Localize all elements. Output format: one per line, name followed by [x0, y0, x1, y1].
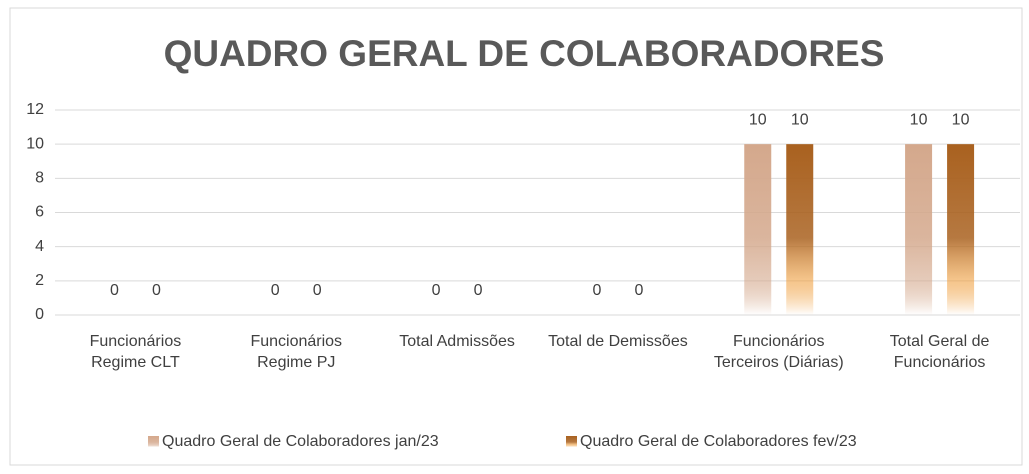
data-label: 0	[474, 282, 483, 299]
chart-title: QUADRO GERAL DE COLABORADORES	[164, 33, 885, 74]
data-label: 0	[592, 282, 601, 299]
data-label: 0	[152, 282, 161, 299]
x-tick-label: Funcionários Regime PJ	[250, 333, 342, 371]
bar	[786, 144, 814, 315]
legend-label: Quadro Geral de Colaboradores fev/23	[580, 433, 857, 450]
legend-swatch	[148, 436, 159, 447]
legend-label: Quadro Geral de Colaboradores jan/23	[162, 433, 439, 450]
y-tick-label: 2	[35, 272, 44, 289]
x-tick-label: Total Geral de Funcionários	[890, 333, 990, 371]
y-tick-label: 10	[26, 135, 44, 152]
data-label: 10	[791, 111, 809, 128]
bar	[905, 144, 933, 315]
y-tick-label: 12	[26, 101, 44, 118]
data-label: 10	[910, 111, 928, 128]
y-tick-label: 6	[35, 204, 44, 221]
x-tick-label: Funcionários Regime CLT	[90, 333, 182, 371]
bar	[947, 144, 975, 315]
data-label: 10	[749, 111, 767, 128]
legend-swatch	[566, 436, 577, 447]
x-tick-label: Total Admissões	[399, 333, 515, 350]
y-tick-label: 0	[35, 306, 44, 323]
x-tick-label: Funcionários Terceiros (Diárias)	[714, 333, 844, 371]
bar	[744, 144, 772, 315]
data-label: 0	[313, 282, 322, 299]
data-label: 10	[952, 111, 970, 128]
y-tick-label: 8	[35, 170, 44, 187]
x-tick-label: Total de Demissões	[548, 333, 688, 350]
data-label: 0	[110, 282, 119, 299]
chart-border	[9, 7, 1023, 466]
y-tick-label: 4	[35, 238, 44, 255]
data-label: 0	[634, 282, 643, 299]
data-label: 0	[271, 282, 280, 299]
data-label: 0	[432, 282, 441, 299]
